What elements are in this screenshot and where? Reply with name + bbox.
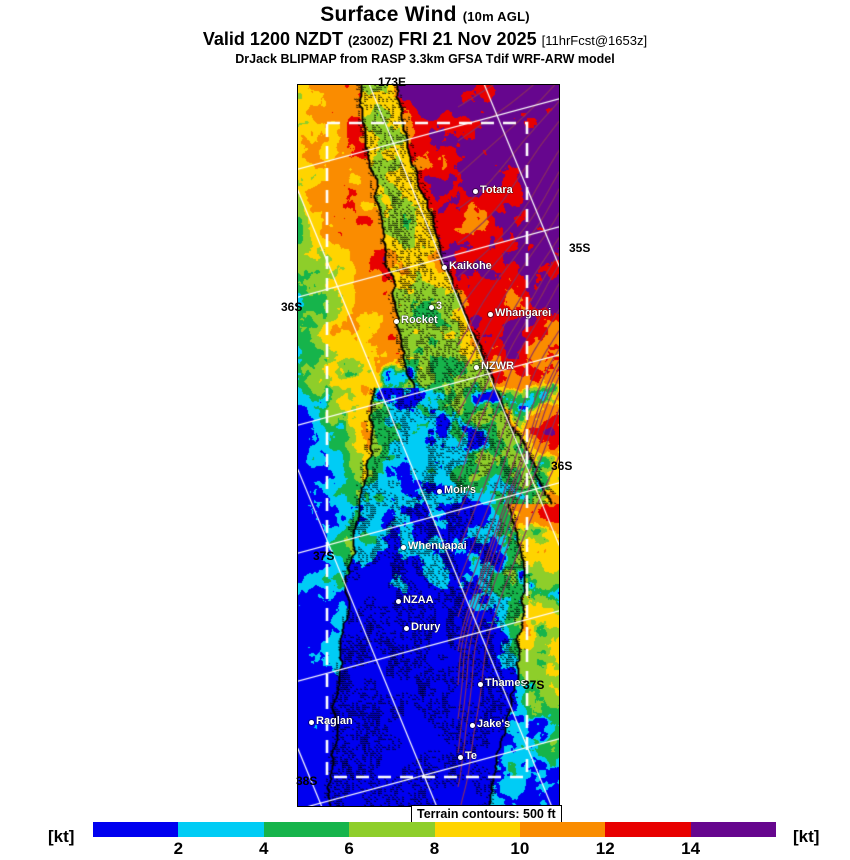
- colorbar-band-14-16: [690, 822, 776, 837]
- colorbar-band-2-4: [178, 822, 264, 837]
- colorbar-tick-4: 4: [259, 839, 269, 858]
- colorbar-band-8-10: [434, 822, 520, 837]
- colorbar-tick-labels: 2 4 6 8 10 12 14: [93, 837, 776, 859]
- station-marker: [474, 365, 479, 370]
- station-marker: [429, 305, 434, 310]
- colorbar-tick-2: 2: [173, 839, 184, 858]
- chart-header: Surface Wind (10m AGL) Valid 1200 NZDT (…: [0, 0, 850, 66]
- chart-valid-line: Valid 1200 NZDT (2300Z) FRI 21 Nov 2025 …: [0, 28, 850, 51]
- station-marker: [309, 720, 314, 725]
- graticule-label-37s: 37S: [523, 678, 545, 692]
- station-marker: [394, 319, 399, 324]
- station-marker: [478, 682, 483, 687]
- colorbar-band-12-14: [605, 822, 691, 837]
- graticule-label-37s: 37S: [313, 549, 335, 563]
- colorbar-band-10-12: [519, 822, 606, 837]
- colorbar-legend: [kt] 2 4 6 8 10 12 14 [kt]: [0, 822, 850, 860]
- station-marker: [442, 265, 447, 270]
- terrain-contour-note: Terrain contours: 500 ft: [411, 805, 562, 824]
- chart-title: Surface Wind (10m AGL): [0, 0, 850, 27]
- station-marker: [404, 626, 409, 631]
- graticule-label-36s: 36S: [551, 459, 573, 473]
- graticule-label-38s: 38S: [296, 774, 318, 788]
- colorbar-band-4-6: [263, 822, 350, 837]
- colorbar-tick-10: 10: [510, 839, 530, 858]
- valid-date: FRI 21 Nov 2025: [398, 28, 537, 49]
- valid-time-utc: (2300Z): [347, 32, 394, 48]
- colorbar-band-0-2: [93, 822, 179, 837]
- model-description: DrJack BLIPMAP from RASP 3.3km GFSA Tdif…: [235, 52, 615, 67]
- colorbar-gradient: [93, 822, 776, 837]
- colorbar-band-6-8: [349, 822, 435, 837]
- graticule-label-173e: 173E: [378, 75, 407, 89]
- colorbar-tick-14: 14: [681, 839, 701, 858]
- colorbar-tick-8: 8: [429, 839, 440, 858]
- colorbar-unit-left: [kt]: [48, 827, 75, 846]
- chart-title-suffix: (10m AGL): [462, 9, 530, 24]
- station-marker: [437, 489, 442, 494]
- forecast-map[interactable]: Totara Kaikohe 3 Rocket Whangarei NZWR Moir's W…: [297, 84, 560, 807]
- wind-field-canvas: [298, 85, 559, 806]
- station-marker: [396, 599, 401, 604]
- colorbar-unit-right: [kt]: [793, 827, 820, 846]
- colorbar-tick-6: 6: [344, 839, 354, 858]
- chart-title-main: Surface Wind: [320, 3, 457, 26]
- station-marker: [488, 312, 493, 317]
- station-marker: [401, 545, 406, 550]
- forecast-tag: [11hrFcst@1653z]: [541, 32, 648, 48]
- valid-time: Valid 1200 NZDT: [202, 28, 343, 49]
- station-marker: [473, 189, 478, 194]
- graticule-label-35s: 35S: [569, 241, 591, 255]
- station-marker: [458, 755, 463, 760]
- graticule-label-36s: 36S: [281, 300, 303, 314]
- station-marker: [470, 723, 475, 728]
- colorbar-tick-12: 12: [595, 839, 615, 858]
